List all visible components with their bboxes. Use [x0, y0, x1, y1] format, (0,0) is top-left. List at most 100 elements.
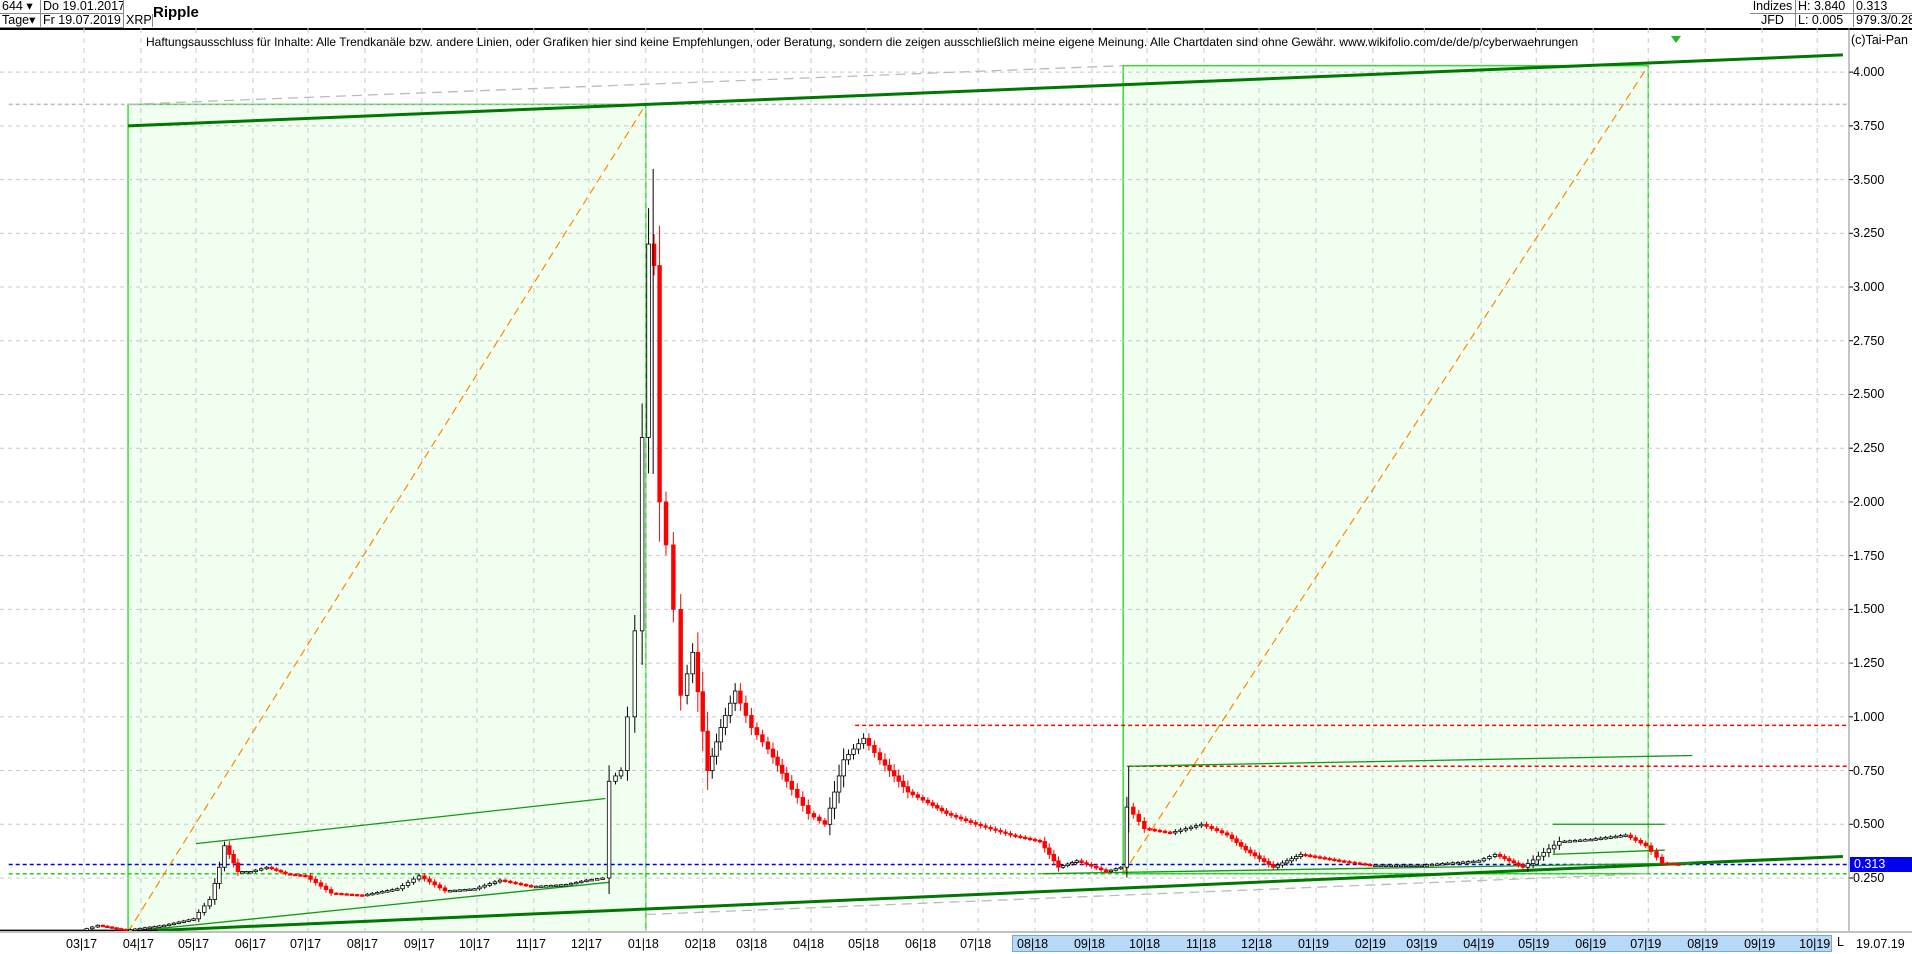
bar-count-select[interactable]: 644 ▾ — [0, 0, 41, 14]
candle — [700, 691, 705, 732]
candle — [949, 813, 954, 816]
candle — [1224, 832, 1230, 836]
time-axis[interactable]: 03|17 04|17 05|17 06|17 07|17 08|17 09|17 10|17… — [0, 931, 1912, 954]
candle — [118, 928, 124, 931]
candle — [1608, 836, 1613, 839]
low-value: L: 0.005 — [1796, 14, 1854, 27]
candle — [1342, 860, 1347, 863]
candle — [90, 926, 95, 930]
candle — [1027, 837, 1033, 841]
candle — [432, 881, 437, 886]
candle — [1023, 836, 1028, 840]
candle — [166, 923, 172, 927]
candle — [422, 875, 427, 880]
candle — [806, 805, 811, 814]
trend-line — [1552, 849, 1665, 856]
last-value: 0.313 — [1854, 0, 1912, 14]
candle — [323, 885, 329, 891]
candle — [283, 871, 288, 875]
candle — [1583, 839, 1588, 842]
y-tick-label: 1.000 — [1853, 709, 1885, 724]
candle — [1588, 838, 1593, 842]
x-tick-label: 04|17 — [122, 937, 154, 951]
x-tick-label: 07|19 — [1630, 937, 1662, 951]
candle — [467, 888, 472, 892]
candle — [1142, 821, 1147, 829]
candle — [240, 871, 245, 874]
candle — [1383, 864, 1388, 868]
marker-triangle-icon — [1671, 36, 1681, 43]
y-tick-label: 3.000 — [1853, 280, 1885, 295]
candle — [109, 926, 115, 929]
candle — [732, 690, 738, 704]
candle — [606, 780, 612, 879]
y-tick-label: 3.750 — [1853, 118, 1885, 133]
x-tick-label: 08|18 — [1017, 937, 1049, 951]
candle — [632, 630, 637, 718]
candle — [646, 243, 651, 438]
candle — [811, 813, 817, 818]
candle — [529, 885, 534, 888]
candle — [657, 265, 662, 503]
end-button[interactable]: L — [1837, 935, 1844, 949]
candle — [639, 437, 645, 632]
candle — [1481, 858, 1487, 862]
x-tick-label: 06|18 — [905, 937, 937, 951]
candle — [308, 875, 313, 880]
page-title: Ripple — [153, 4, 199, 21]
candle — [1070, 862, 1075, 865]
candle — [222, 845, 227, 868]
candle — [1654, 851, 1659, 858]
candle — [910, 791, 915, 796]
candle — [1094, 865, 1099, 869]
candle — [1280, 862, 1285, 866]
candle — [1676, 863, 1681, 866]
candle — [866, 737, 872, 746]
candle — [1271, 863, 1276, 868]
candle — [1455, 861, 1461, 865]
candle — [851, 748, 856, 755]
candle — [738, 690, 743, 704]
candle — [1476, 860, 1481, 863]
candle — [1079, 860, 1084, 863]
candle — [1492, 853, 1498, 857]
y-tick-label: 2.750 — [1853, 333, 1885, 348]
candle — [925, 799, 931, 804]
candle — [1643, 842, 1648, 847]
end-date[interactable]: Fr 19.07.2019 — [41, 14, 124, 28]
start-date[interactable]: Do 19.01.2017 — [41, 0, 124, 14]
x-tick-label: 08|19 — [1687, 937, 1719, 951]
candle — [452, 889, 458, 893]
candle — [760, 734, 765, 743]
candle — [1051, 853, 1057, 862]
candle — [1204, 823, 1209, 827]
candle — [539, 885, 544, 888]
candle — [1152, 829, 1157, 832]
index-label: Indizes — [1750, 0, 1796, 14]
candle — [663, 501, 669, 546]
x-tick-label: 03|17 — [66, 937, 98, 951]
candle — [1541, 852, 1546, 857]
x-tick-label: 11|17 — [515, 937, 546, 951]
candle — [1136, 813, 1141, 822]
candle — [1471, 860, 1476, 864]
candle — [492, 881, 498, 884]
candle — [1577, 839, 1583, 842]
candle — [1266, 861, 1271, 865]
candle — [1162, 830, 1168, 834]
candle — [390, 889, 395, 892]
period-select[interactable]: Tage▾ — [0, 14, 41, 28]
candle — [227, 845, 232, 855]
x-tick-label: 01|18 — [627, 937, 659, 951]
candle — [1378, 864, 1383, 868]
candle — [437, 884, 443, 889]
candle — [710, 755, 715, 771]
candle — [100, 924, 106, 928]
candle — [1322, 857, 1327, 860]
x-tick-label: 02|19 — [1354, 937, 1386, 951]
y-tick-label: 2.250 — [1853, 441, 1885, 456]
candle — [1188, 826, 1194, 830]
candle — [142, 927, 148, 930]
candle — [264, 866, 269, 870]
